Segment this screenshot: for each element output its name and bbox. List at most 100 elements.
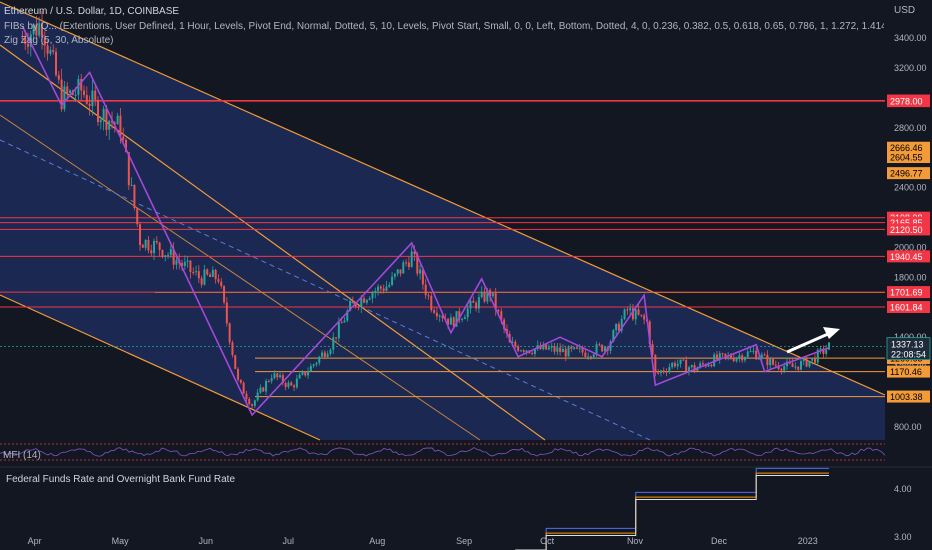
channel-lower-line xyxy=(0,294,321,441)
horizontal-levels xyxy=(0,100,885,398)
candle xyxy=(449,313,452,325)
candle-body xyxy=(357,306,360,308)
resistance-tag-6: 1701.69 xyxy=(890,288,923,298)
candle-body xyxy=(659,370,662,373)
candle-body xyxy=(475,302,478,309)
candle-body xyxy=(49,50,52,54)
candle xyxy=(564,345,567,362)
candle-body xyxy=(827,342,830,350)
candle-body xyxy=(629,308,632,311)
candle-body xyxy=(214,269,217,280)
candle xyxy=(242,381,245,394)
time-tick-1: May xyxy=(112,536,130,546)
candle-body xyxy=(752,350,755,352)
candle xyxy=(245,390,248,403)
candle-body xyxy=(654,354,657,373)
candle xyxy=(771,357,774,366)
candle-body xyxy=(575,347,578,349)
candle xyxy=(469,298,472,314)
mfi-legend[interactable]: MFI (14) xyxy=(3,450,41,461)
candle-body xyxy=(116,115,119,125)
candle xyxy=(813,354,816,364)
candle-body xyxy=(427,295,430,297)
candle-body xyxy=(251,404,254,406)
candle-body xyxy=(284,383,287,387)
candle xyxy=(517,344,520,353)
candle-body xyxy=(161,249,164,258)
candle-body xyxy=(248,398,251,405)
candle xyxy=(427,293,430,300)
candle xyxy=(738,350,741,363)
candle xyxy=(741,353,744,363)
candle xyxy=(136,207,139,228)
candle-body xyxy=(91,90,94,107)
candle-body xyxy=(679,359,682,364)
candle-body xyxy=(388,284,391,287)
candle-body xyxy=(696,367,699,371)
symbol-legend[interactable]: Ethereum / U.S. Dollar, 1D, COINBASE xyxy=(4,6,180,17)
candle xyxy=(545,344,548,351)
candle-body xyxy=(640,314,643,316)
candle-body xyxy=(402,262,405,274)
candle-body xyxy=(399,269,402,274)
candle-body xyxy=(455,311,458,327)
candle-body xyxy=(217,279,220,282)
candle xyxy=(209,272,212,278)
candle-body xyxy=(794,366,797,368)
candle-body xyxy=(710,364,713,367)
candle-body xyxy=(169,248,172,255)
candle-body xyxy=(811,357,814,361)
candle xyxy=(463,314,466,320)
candle xyxy=(651,340,654,359)
candle xyxy=(223,284,226,305)
candle-body xyxy=(424,284,427,296)
candle-body xyxy=(119,115,122,137)
candle xyxy=(399,269,402,277)
candle xyxy=(827,342,830,350)
candle-body xyxy=(477,297,480,309)
fib-indicator-legend[interactable]: FIBs by Q... (Extentions, User Defined, … xyxy=(4,21,884,32)
candle-body xyxy=(623,309,626,320)
candle-body xyxy=(438,315,441,317)
candle-body xyxy=(35,24,38,36)
candle-body xyxy=(396,269,399,274)
zigzag-polyline xyxy=(21,25,830,417)
candle xyxy=(211,266,214,278)
candle-body xyxy=(211,269,214,277)
candle-body xyxy=(685,360,688,372)
candle-body xyxy=(682,359,685,361)
candle-body xyxy=(441,315,444,319)
candle-body xyxy=(601,344,604,352)
candle-body xyxy=(693,365,696,371)
candle xyxy=(547,344,550,351)
candle xyxy=(623,308,626,321)
zigzag-indicator-legend[interactable]: Zig Zag (5, 30, Absolute) xyxy=(4,35,114,46)
candle-body xyxy=(97,99,100,123)
resistance-tag-7-bg xyxy=(887,301,930,314)
time-tick-5: Sep xyxy=(456,536,472,546)
candle-body xyxy=(318,356,321,363)
candle xyxy=(197,265,200,284)
candle-body xyxy=(195,271,198,273)
candle-body xyxy=(825,349,828,354)
candle-body xyxy=(469,300,472,309)
time-tick-2: Jun xyxy=(198,536,213,546)
fed-rate-legend[interactable]: Federal Funds Rate and Overnight Bank Fu… xyxy=(6,474,236,485)
candle-body xyxy=(301,371,304,375)
countdown-tag: 22:08:54 xyxy=(891,350,926,360)
time-tick-9: 2023 xyxy=(798,536,818,546)
candle-body xyxy=(410,251,413,268)
candle-body xyxy=(542,344,545,350)
candle xyxy=(374,287,377,299)
time-axis[interactable]: Apr May Jun Jul Aug Sep Oct Nov Dec 2023 xyxy=(28,536,818,546)
candle xyxy=(687,365,690,376)
candle-body xyxy=(573,347,576,349)
candle-body xyxy=(393,273,396,277)
candle xyxy=(52,44,55,55)
candle-body xyxy=(489,289,492,297)
candle xyxy=(346,308,349,323)
candle xyxy=(237,366,240,383)
candle-body xyxy=(458,311,461,320)
price-axis[interactable]: 800.001200.001400.001600.001800.002000.0… xyxy=(885,0,932,440)
